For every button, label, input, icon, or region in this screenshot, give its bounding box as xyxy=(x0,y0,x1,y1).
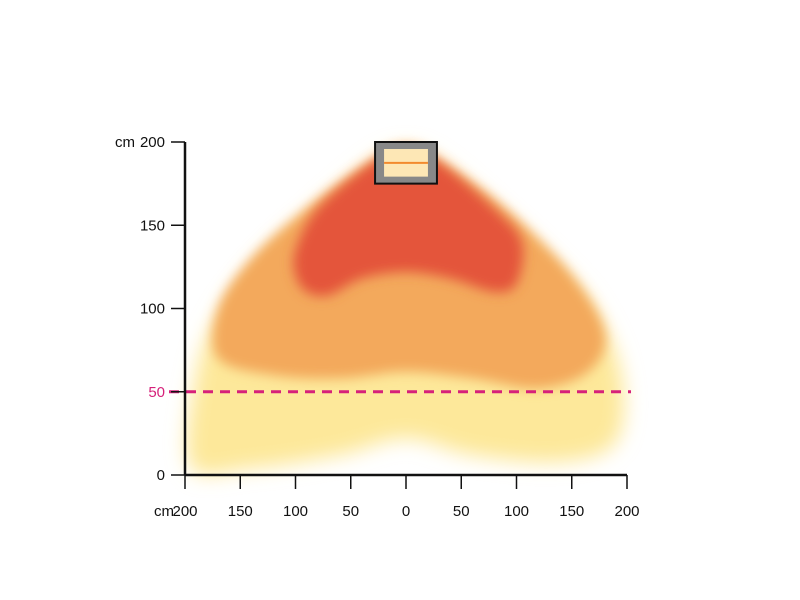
x-tick-label: 100 xyxy=(504,503,529,520)
x-tick-label: 100 xyxy=(283,503,308,520)
x-tick-label: 50 xyxy=(342,503,359,520)
x-tick-label: 0 xyxy=(402,503,410,520)
y-tick-label: 50 xyxy=(148,384,165,401)
y-tick-label: 200 xyxy=(140,134,165,151)
x-tick-label: 200 xyxy=(614,503,639,520)
x-tick-label: 50 xyxy=(453,503,470,520)
x-unit-label: cm xyxy=(154,503,174,520)
x-tick-label: 200 xyxy=(172,503,197,520)
y-unit-label: cm xyxy=(115,134,135,151)
y-tick-label: 150 xyxy=(140,217,165,234)
y-tick-label: 0 xyxy=(157,467,165,484)
heater-icon xyxy=(374,141,438,185)
heat-zone-high xyxy=(293,148,524,297)
y-tick-label: 100 xyxy=(140,301,165,318)
x-tick-label: 150 xyxy=(559,503,584,520)
x-tick-label: 150 xyxy=(228,503,253,520)
heat-zones xyxy=(186,148,625,475)
